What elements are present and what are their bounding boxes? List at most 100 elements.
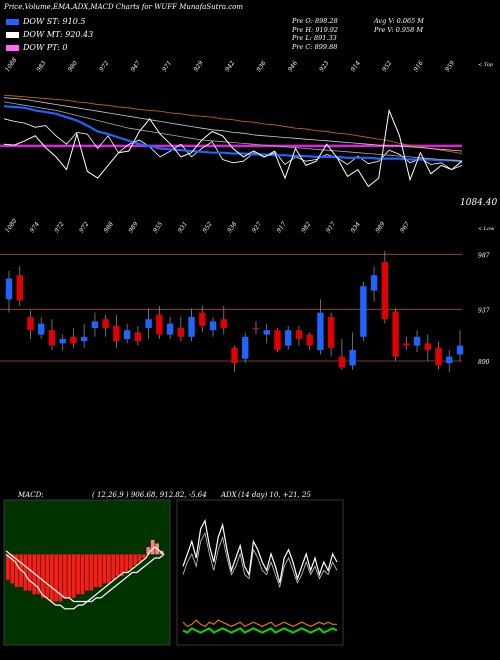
candle-down (102, 319, 109, 328)
candle-down (295, 330, 303, 339)
chart-title: Price,Volume,EMA,ADX,MACD Charts for WUF… (4, 3, 243, 11)
macd-bar (142, 554, 146, 558)
price-y-tick: 987 (478, 252, 490, 259)
macd-bar (54, 554, 59, 602)
macd-bar (115, 554, 120, 577)
adx-minus-DI-line (182, 531, 338, 589)
candle-up (284, 330, 292, 346)
candle-down (338, 356, 346, 368)
macd-bar (27, 554, 32, 591)
ema-x-tick: 947 (130, 60, 142, 74)
pre-volume: Pre V: 0.958 M (374, 25, 424, 34)
ema-50 (3, 101, 463, 162)
candle-up (38, 323, 45, 335)
candle-up (166, 323, 174, 335)
price-close-line (3, 108, 463, 188)
macd-bar (58, 554, 63, 602)
adx-bg (176, 499, 344, 646)
ohlc-open: Pre O: 898.28 (292, 17, 338, 25)
price-x-tick: 972 (53, 221, 65, 235)
ema-200 (3, 94, 463, 154)
candle-up (123, 330, 131, 339)
ema-20 (3, 105, 463, 163)
candle-down (48, 330, 56, 346)
candle-up (317, 312, 324, 350)
macd-bar (124, 554, 129, 573)
price-x-tick: 955 (152, 221, 164, 235)
price-x-tick: 917 (325, 221, 337, 235)
candle-down (70, 336, 77, 344)
candle-up (91, 321, 99, 328)
macd-bar (14, 554, 19, 587)
macd-bar (89, 554, 94, 591)
price-x-tick: 967 (399, 221, 411, 235)
macd-bar (41, 554, 45, 598)
ema-x-tick: 983 (35, 60, 47, 74)
price-x-tick: 931 (177, 221, 189, 234)
macd-bar (128, 554, 133, 569)
macd-bar (10, 554, 15, 584)
macd-bar (133, 554, 138, 566)
macd-panel (3, 499, 171, 646)
candle-down (177, 328, 185, 337)
candle-up (209, 321, 217, 331)
candle-down (199, 312, 206, 326)
candle-down (435, 347, 442, 366)
macd-bar (45, 554, 50, 598)
price-x-tick: 982 (300, 221, 312, 235)
macd-bar (137, 554, 142, 562)
ema-x-tick: 942 (224, 60, 236, 74)
macd-bar (80, 554, 85, 595)
price-y-tick: 890 (478, 359, 490, 366)
ema-corner-label: < Top (478, 62, 494, 68)
candle-down (231, 347, 238, 364)
candle-down (16, 275, 23, 301)
macd-bar (98, 554, 102, 587)
ema-x-tick: 916 (412, 60, 424, 74)
macd-bar (36, 554, 41, 595)
candle-up (446, 356, 453, 364)
adx-ADX-line (182, 619, 337, 628)
ema-x-tick: 980 (67, 60, 79, 74)
ohlc-low: Pre L: 891.33 (292, 34, 337, 42)
macd-bar (49, 554, 54, 602)
candle-down (306, 334, 313, 346)
macd-bar (150, 539, 155, 555)
macd-bar (67, 554, 72, 598)
legend-swatch-mt (6, 32, 19, 38)
macd-signal-line (5, 550, 165, 603)
ema-x-tick: 971 (161, 60, 173, 73)
adx-panel (176, 499, 344, 646)
macd-bar (120, 554, 124, 577)
adx-params: (14 day) 10, +21, 25 (238, 491, 311, 499)
macd-title: MACD: (18, 491, 44, 499)
adx-plusminus-DI-line (182, 518, 338, 584)
price-x-tick: 989 (374, 221, 386, 235)
price-x-tick: 1080 (4, 217, 19, 234)
price-x-tick: 974 (29, 221, 41, 235)
candle-down (134, 332, 142, 342)
macd-bar (111, 554, 116, 580)
legend-dow-mt: DOW MT: 920.43 (6, 30, 93, 39)
macd-params: ( 12,26,9 ) 906.68, 912.82, -5.64 (92, 491, 207, 499)
price-x-tick: 989 (127, 221, 139, 235)
candle-up (59, 339, 66, 344)
price-y-tick: 937 (478, 307, 490, 314)
legend-dow-pt-label: DOW PT: 0 (23, 43, 68, 52)
macd-bar (93, 554, 98, 587)
candle-up (263, 330, 270, 335)
avg-volume: Avg V: 0.065 M (374, 17, 424, 25)
volume-box: Avg V: 0.065 M Pre V: 0.958 M (374, 17, 424, 34)
ema-x-tick: 936 (255, 60, 267, 74)
candle-up (145, 319, 152, 328)
ema-close-thin (3, 118, 463, 171)
ohlc-high: Pre H: 919.92 (292, 25, 339, 34)
candle-down (381, 262, 389, 320)
candle-down (156, 314, 163, 335)
candle-down (392, 311, 399, 357)
ema-x-tick: 972 (98, 60, 110, 74)
price-x-tick: 972 (78, 221, 90, 235)
ema-x-tick: 1088 (4, 56, 19, 73)
legend-swatch-st (6, 19, 19, 25)
adx-ADX2-line (182, 627, 338, 634)
